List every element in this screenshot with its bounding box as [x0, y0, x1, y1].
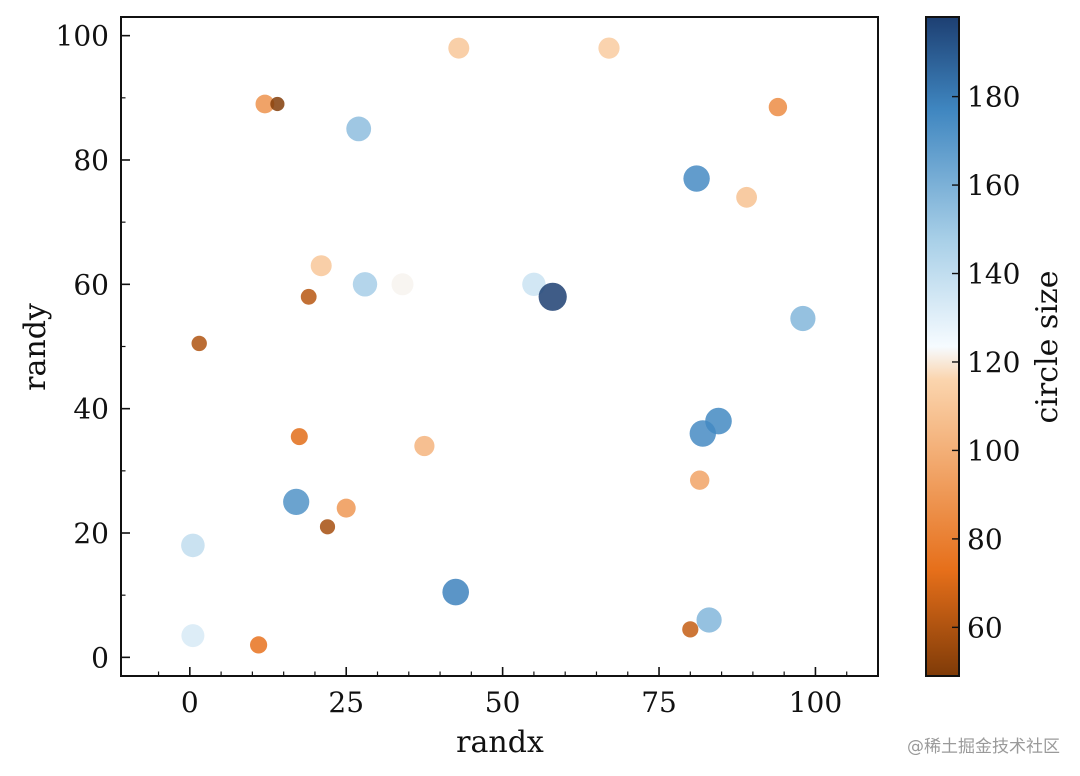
data-point — [522, 272, 546, 296]
data-point — [790, 305, 816, 332]
data-point — [690, 470, 710, 490]
colorbar-title: circle size — [1030, 271, 1065, 424]
colorbar-tick-label: 80 — [967, 523, 1003, 556]
data-point — [319, 519, 336, 535]
data-point — [598, 37, 620, 59]
data-point — [705, 407, 732, 435]
data-point — [391, 273, 414, 296]
data-point — [683, 165, 710, 192]
data-point — [352, 272, 378, 297]
x-tick-label: 50 — [485, 686, 521, 719]
x-axis-title: randx — [456, 725, 544, 760]
data-point — [283, 488, 310, 515]
data-point — [336, 498, 356, 518]
watermark: @稀土掘金技术社区 — [907, 737, 1060, 757]
data-point — [736, 186, 757, 208]
x-tick-label: 25 — [328, 686, 364, 719]
colorbar-tick-label: 160 — [967, 169, 1020, 202]
data-point — [300, 288, 317, 305]
colorbar-axis: 60 80 100 120 140 160 180 — [952, 81, 1020, 644]
data-point — [310, 255, 332, 277]
y-axis: 0 20 40 60 80 100 — [56, 20, 130, 674]
y-tick-label: 100 — [56, 20, 109, 53]
data-point — [270, 96, 285, 112]
data-point — [538, 282, 567, 311]
x-tick-label: 100 — [789, 686, 842, 719]
data-point — [682, 621, 699, 638]
data-point — [696, 607, 722, 633]
x-tick-label: 75 — [641, 686, 677, 719]
y-tick-label: 80 — [73, 144, 109, 177]
colorbar-tick-label: 140 — [967, 258, 1020, 291]
colorbar-tick-label: 100 — [967, 434, 1020, 467]
data-point — [448, 37, 470, 59]
data-point — [191, 335, 207, 352]
data-point — [255, 94, 275, 114]
y-tick-label: 20 — [73, 517, 109, 550]
colorbar-tick-label: 60 — [967, 611, 1003, 644]
data-point — [250, 636, 268, 654]
data-point — [181, 533, 205, 558]
y-tick-label: 60 — [73, 268, 109, 301]
colorbar — [925, 16, 960, 677]
data-point — [181, 624, 205, 648]
y-tick-label: 0 — [91, 641, 109, 674]
colorbar-tick-label: 120 — [967, 346, 1020, 379]
colorbar-tick-label: 180 — [967, 81, 1020, 114]
data-point — [768, 97, 788, 117]
data-point — [414, 435, 435, 457]
x-tick-label: 0 — [181, 686, 199, 719]
data-point — [290, 428, 308, 446]
plot-frame — [120, 16, 879, 677]
data-point — [346, 116, 372, 142]
y-axis-title: randy — [18, 303, 53, 391]
x-axis: 0 25 50 75 100 — [157, 667, 848, 719]
data-point — [442, 578, 470, 606]
y-tick-label: 40 — [73, 393, 109, 426]
data-points — [181, 37, 816, 654]
